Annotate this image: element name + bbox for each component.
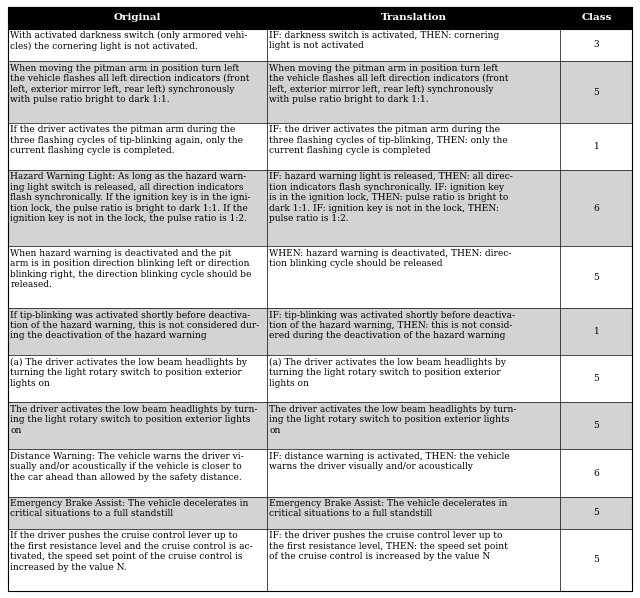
Text: 3: 3 — [593, 41, 599, 50]
Text: WHEN: hazard warning is deactivated, THEN: direc-
tion blinking cycle should be : WHEN: hazard warning is deactivated, THE… — [269, 249, 512, 268]
Text: If the driver pushes the cruise control lever up to
the first resistance level a: If the driver pushes the cruise control … — [10, 532, 253, 572]
Text: 6: 6 — [593, 204, 599, 213]
Bar — [8, 123, 632, 170]
Text: (a) The driver activates the low beam headlights by
turning the light rotary swi: (a) The driver activates the low beam he… — [269, 358, 506, 388]
Text: If tip-blinking was activated shortly before deactiva-
tion of the hazard warnin: If tip-blinking was activated shortly be… — [10, 310, 259, 340]
Text: Distance Warning: The vehicle warns the driver vi-
sually and/or acoustically if: Distance Warning: The vehicle warns the … — [10, 452, 244, 481]
Text: 6: 6 — [593, 469, 599, 478]
Text: The driver activates the low beam headlights by turn-
ing the light rotary switc: The driver activates the low beam headli… — [269, 405, 517, 435]
Bar — [8, 7, 632, 29]
Text: IF: the driver pushes the cruise control lever up to
the first resistance level,: IF: the driver pushes the cruise control… — [269, 532, 508, 562]
Text: Hazard Warning Light: As long as the hazard warn-
ing light switch is released, : Hazard Warning Light: As long as the haz… — [10, 172, 251, 223]
Text: If the driver activates the pitman arm during the
three flashing cycles of tip-b: If the driver activates the pitman arm d… — [10, 126, 243, 155]
Text: 5: 5 — [593, 374, 599, 383]
Text: 1: 1 — [593, 327, 599, 336]
Text: Emergency Brake Assist: The vehicle decelerates in
critical situations to a full: Emergency Brake Assist: The vehicle dece… — [10, 499, 248, 518]
Text: 5: 5 — [593, 87, 599, 96]
Text: IF: darkness switch is activated, THEN: cornering
light is not activated: IF: darkness switch is activated, THEN: … — [269, 31, 500, 50]
Bar — [8, 355, 632, 402]
Text: 5: 5 — [593, 273, 599, 282]
Text: When moving the pitman arm in position turn left
the vehicle flashes all left di: When moving the pitman arm in position t… — [269, 63, 509, 104]
Bar — [8, 496, 632, 529]
Text: When hazard warning is deactivated and the pit
arm is in position direction blin: When hazard warning is deactivated and t… — [10, 249, 252, 289]
Bar — [8, 450, 632, 496]
Bar — [8, 529, 632, 591]
Text: 5: 5 — [593, 556, 599, 565]
Text: Emergency Brake Assist: The vehicle decelerates in
critical situations to a full: Emergency Brake Assist: The vehicle dece… — [269, 499, 508, 518]
Text: Translation: Translation — [381, 13, 447, 22]
Text: IF: hazard warning light is released, THEN: all direc-
tion indicators flash syn: IF: hazard warning light is released, TH… — [269, 172, 513, 223]
Bar — [8, 246, 632, 308]
Text: With activated darkness switch (only armored vehi-
cles) the cornering light is : With activated darkness switch (only arm… — [10, 31, 248, 51]
Bar — [8, 402, 632, 450]
Text: IF: the driver activates the pitman arm during the
three flashing cycles of tip-: IF: the driver activates the pitman arm … — [269, 126, 508, 155]
Text: IF: distance warning is activated, THEN: the vehicle
warns the driver visually a: IF: distance warning is activated, THEN:… — [269, 452, 510, 471]
Text: When moving the pitman arm in position turn left
the vehicle flashes all left di: When moving the pitman arm in position t… — [10, 63, 250, 104]
Bar — [8, 61, 632, 123]
Text: IF: tip-blinking was activated shortly before deactiva-
tion of the hazard warni: IF: tip-blinking was activated shortly b… — [269, 310, 515, 340]
Bar — [8, 29, 632, 61]
Text: (a) The driver activates the low beam headlights by
turning the light rotary swi: (a) The driver activates the low beam he… — [10, 358, 247, 388]
Bar — [8, 170, 632, 246]
Text: Class: Class — [581, 13, 612, 22]
Text: The driver activates the low beam headlights by turn-
ing the light rotary switc: The driver activates the low beam headli… — [10, 405, 258, 435]
Text: 5: 5 — [593, 508, 599, 517]
Text: 1: 1 — [593, 142, 599, 151]
Bar — [8, 308, 632, 355]
Text: Original: Original — [114, 13, 161, 22]
Text: 5: 5 — [593, 422, 599, 431]
